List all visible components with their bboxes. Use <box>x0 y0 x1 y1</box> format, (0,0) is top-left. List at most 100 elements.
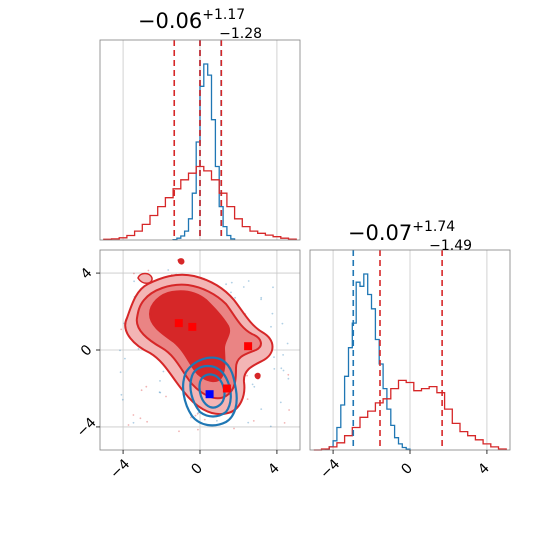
contour-red-island <box>137 272 153 284</box>
sample-point <box>282 354 284 356</box>
truth-marker <box>174 319 183 328</box>
sample-point <box>242 286 245 288</box>
truth-marker <box>222 384 231 393</box>
sample-point <box>260 298 262 301</box>
quantile-lines-top-left <box>173 40 223 240</box>
x-ticks-bottom-right: −4 0 4 <box>317 450 493 482</box>
point-markers <box>174 319 253 399</box>
sample-point <box>165 395 167 398</box>
contour-blue <box>182 356 238 427</box>
grid-bottom-right <box>332 250 488 450</box>
title-bottom-right: −0.07+1.74 −1.49 <box>348 219 472 254</box>
sample-point <box>159 391 162 394</box>
sample-point <box>167 269 170 271</box>
sample-point <box>273 356 275 358</box>
sample-point <box>260 408 263 410</box>
x-tick-label: 4 <box>475 460 493 478</box>
x-tick-label: −4 <box>317 456 343 482</box>
truth-marker <box>205 390 214 399</box>
histogram-step <box>103 165 297 240</box>
truth-marker <box>188 322 197 331</box>
sample-point <box>120 328 123 331</box>
sample-point <box>279 401 282 404</box>
sample-point <box>196 413 199 415</box>
sample-point <box>287 377 290 380</box>
sample-point <box>246 398 249 400</box>
sample-point <box>119 371 122 374</box>
title-upper: +1.17 <box>202 7 245 23</box>
sample-point <box>119 349 121 352</box>
sample-point <box>283 422 286 424</box>
sample-point <box>269 425 272 428</box>
contour-red-speck <box>254 372 261 380</box>
sample-point <box>272 286 274 289</box>
sample-point <box>287 373 290 376</box>
title-lower: −1.49 <box>429 238 472 254</box>
title-median: −0.06 <box>138 9 202 33</box>
histogram-step <box>172 63 236 241</box>
sample-point <box>147 269 150 272</box>
quantile-lines-bottom-right <box>352 250 443 450</box>
contour-red-dot <box>177 258 185 265</box>
panel-bottom-left: −4 0 4 −4 0 4 <box>74 249 301 482</box>
sample-point <box>247 421 250 424</box>
sample-point <box>139 417 142 420</box>
axes-frame-top-left <box>99 39 301 241</box>
sample-point <box>178 430 180 433</box>
sample-point <box>270 325 272 328</box>
sample-point <box>121 398 124 401</box>
panel-top-left: −0.06+1.17 −1.28 <box>99 7 301 241</box>
y-tick-label: 4 <box>78 265 96 283</box>
x-tick-label: 0 <box>188 460 206 478</box>
sample-point <box>124 357 126 360</box>
sample-point <box>216 419 218 422</box>
sample-point <box>190 416 192 419</box>
sample-point <box>197 428 199 431</box>
contour-blue-inner <box>198 373 226 409</box>
title-median: −0.07 <box>348 221 412 245</box>
sample-point <box>159 380 161 382</box>
sample-point <box>194 414 197 417</box>
x-ticks-bottom-left: −4 0 4 <box>107 450 283 482</box>
histogram-step <box>313 379 507 451</box>
histogram-bottom-right <box>313 273 507 451</box>
sample-point <box>253 385 256 388</box>
histogram-top-left <box>103 63 297 241</box>
sample-point <box>162 370 165 373</box>
sample-point <box>225 283 228 286</box>
truth-marker <box>244 342 253 351</box>
sample-point <box>137 348 140 350</box>
sample-point <box>158 391 161 393</box>
x-tick-label: −4 <box>107 456 133 482</box>
sample-point <box>282 369 285 372</box>
sample-point <box>145 385 148 388</box>
sample-point <box>233 427 235 430</box>
title-lower: −1.28 <box>219 26 262 42</box>
histogram-step <box>324 273 411 451</box>
y-ticks-bottom-left: −4 0 4 <box>74 265 100 441</box>
sample-point <box>146 420 149 423</box>
y-tick-label: −4 <box>74 415 100 441</box>
sample-point <box>247 280 250 282</box>
y-tick-label: 0 <box>78 342 96 360</box>
x-tick-label: 0 <box>398 460 416 478</box>
sample-point <box>281 322 284 325</box>
title-upper: +1.74 <box>412 219 455 235</box>
sample-point <box>271 312 274 315</box>
x-tick-label: 4 <box>265 460 283 478</box>
sample-point <box>197 411 200 414</box>
sample-point <box>132 414 135 416</box>
contour-blue-outer <box>182 356 238 427</box>
sample-point <box>203 418 206 421</box>
sample-point <box>234 296 237 299</box>
sample-point <box>286 342 289 345</box>
sample-point <box>288 409 290 411</box>
sample-point <box>133 272 135 275</box>
sample-point <box>252 420 255 422</box>
contour-red <box>124 258 274 416</box>
sample-point <box>246 374 249 377</box>
panel-bottom-right: −4 0 4 −0.07+1.74 −1.49 <box>309 219 511 482</box>
title-top-left: −0.06+1.17 −1.28 <box>138 7 262 42</box>
sample-point <box>260 296 263 299</box>
